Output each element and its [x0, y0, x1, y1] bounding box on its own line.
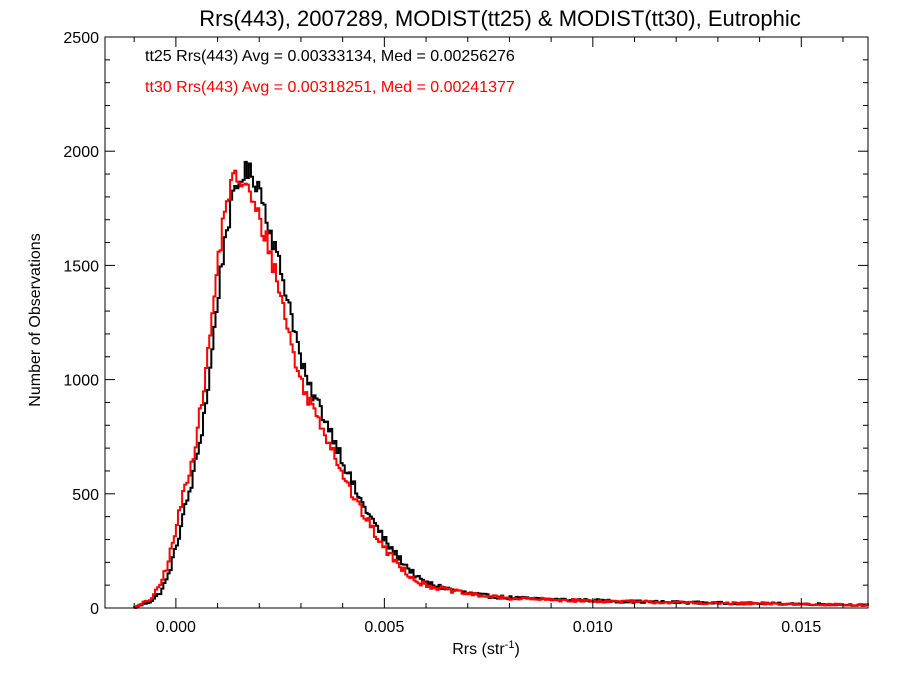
y-tick-label: 1500 — [63, 258, 99, 275]
y-tick-label: 0 — [90, 601, 99, 618]
series-line-tt30 — [133, 169, 869, 609]
x-tick-label: 0.000 — [156, 619, 196, 636]
legend-annotation-tt30: tt30 Rrs(443) Avg = 0.00318251, Med = 0.… — [145, 79, 515, 96]
series-line-tt25 — [133, 160, 869, 609]
series-layer — [133, 160, 869, 609]
y-tick-label: 1000 — [63, 373, 99, 390]
axes-layer: 0.000 0.005 0.010 0.015 0 500 1000 1500 2000 2500 — [63, 30, 869, 636]
y-axis-label: Number of Observations — [27, 233, 44, 406]
x-tick-label: 0.005 — [364, 619, 404, 636]
plot-frame — [104, 36, 869, 609]
x-tick-label: 0.010 — [573, 619, 613, 636]
y-tick-label: 2500 — [63, 30, 99, 47]
x-axis-label: Rrs (str-1) — [452, 639, 520, 658]
y-tick-label: 2000 — [63, 144, 99, 161]
x-tick-label: 0.015 — [781, 619, 821, 636]
legend-annotation-tt25: tt25 Rrs(443) Avg = 0.00333134, Med = 0.… — [145, 48, 515, 65]
y-tick-label: 500 — [72, 487, 99, 504]
chart-title: Rrs(443), 2007289, MODIST(tt25) & MODIST… — [199, 6, 801, 31]
